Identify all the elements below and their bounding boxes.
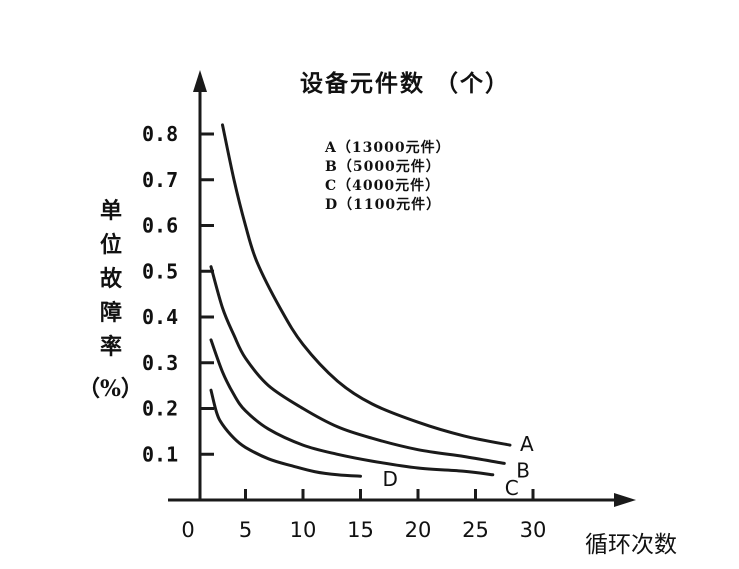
series-line-a: [221, 123, 512, 447]
series-curves: [209, 123, 512, 478]
y-axis-arrow: [193, 70, 207, 92]
y-ticks: 0.1 0.2 0.3 0.4 0.5 0.6 0.7 0.8: [142, 122, 214, 466]
series-label-b: B: [516, 458, 530, 482]
series-label-c: C: [505, 476, 519, 500]
axes: [168, 70, 636, 507]
series-line-b: [209, 265, 506, 465]
series-line-d: [209, 388, 362, 478]
y-tick-label: 0.2: [142, 397, 178, 421]
x-tick-label: 0: [181, 518, 194, 542]
series-label-d: D: [383, 467, 398, 491]
y-axis-label-char: 单: [100, 198, 122, 224]
legend-entry-d: D（1100元件）: [325, 196, 441, 213]
chart-title: 设备元件数 （个）: [300, 70, 510, 97]
x-tick-label: 20: [405, 518, 432, 542]
y-tick-label: 0.4: [142, 305, 178, 329]
y-tick-label: 0.5: [142, 259, 178, 283]
x-tick-label: 5: [239, 518, 252, 542]
series-labels: ABC D: [383, 432, 535, 500]
x-tick-label: 10: [290, 518, 317, 542]
series-label-a: A: [520, 432, 534, 456]
y-tick-label: 0.7: [142, 168, 178, 192]
y-tick-label: 0.3: [142, 351, 178, 375]
x-tick-label: 30: [520, 518, 547, 542]
legend-entry-c: C（4000元件）: [325, 177, 440, 194]
y-tick-label: 0.1: [142, 442, 178, 466]
y-axis-label-char: 障: [100, 300, 122, 326]
series-line-c: [209, 338, 495, 477]
y-tick-label: 0.6: [142, 214, 178, 238]
y-axis-label-char: 率: [100, 334, 122, 360]
y-axis-unit: （%）: [78, 376, 143, 402]
x-tick-label: 15: [347, 518, 374, 542]
x-axis-arrow: [614, 493, 636, 507]
legend: A（13000元件） B（5000元件） C（4000元件） D（1100元件）: [324, 139, 451, 213]
y-tick-label: 0.8: [142, 122, 178, 146]
legend-entry-a: A（13000元件）: [324, 139, 451, 156]
x-ticks: 0 5 10 15 20 25 30: [181, 489, 546, 542]
y-axis-label-char: 位: [100, 232, 122, 258]
x-tick-label: 25: [462, 518, 489, 542]
x-axis-label: 循环次数: [585, 532, 677, 558]
y-axis-label-char: 故: [100, 266, 123, 292]
legend-entry-b: B（5000元件）: [325, 158, 441, 175]
